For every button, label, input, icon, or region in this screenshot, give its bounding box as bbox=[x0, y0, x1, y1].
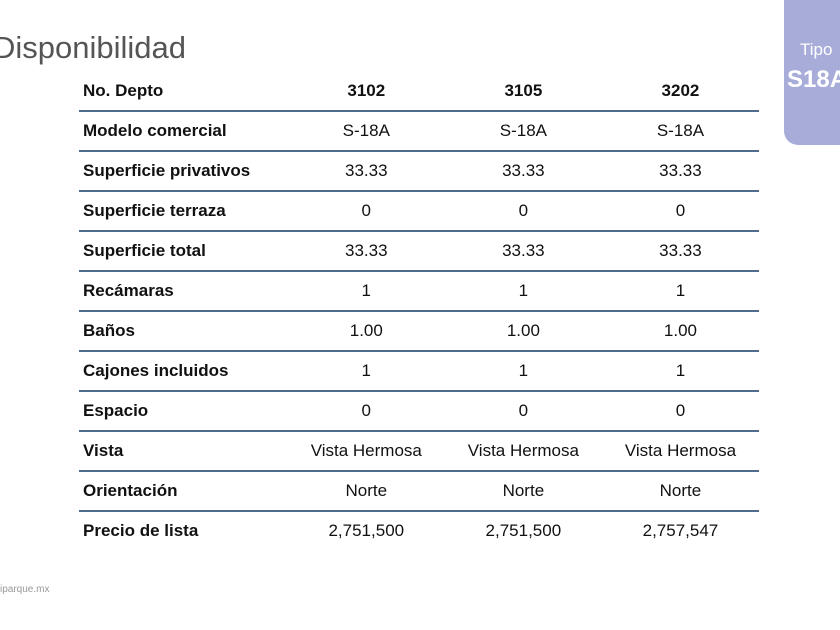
cell: 1 bbox=[444, 271, 602, 312]
row-label: Superficie total bbox=[79, 231, 288, 272]
cell: 33.33 bbox=[444, 231, 602, 272]
cell: 3202 bbox=[601, 72, 759, 112]
cell: S-18A bbox=[444, 111, 602, 152]
row-label: No. Depto bbox=[79, 72, 288, 112]
cell: 0 bbox=[287, 391, 445, 432]
cell: 1 bbox=[287, 351, 445, 392]
tab-label: Tipo bbox=[800, 40, 833, 59]
cell: 1.00 bbox=[601, 311, 759, 352]
cell: 0 bbox=[601, 191, 759, 232]
cell: 1 bbox=[444, 351, 602, 392]
cell: 1.00 bbox=[444, 311, 602, 352]
table-row: Recámaras 1 1 1 bbox=[79, 271, 759, 312]
cell: 3102 bbox=[287, 72, 445, 112]
table-row: Superficie privativos 33.33 33.33 33.33 bbox=[79, 151, 759, 192]
cell: Vista Hermosa bbox=[444, 431, 602, 472]
row-label: Precio de lista bbox=[83, 521, 199, 540]
table-row: No. Depto 3102 3105 3202 bbox=[79, 72, 759, 112]
row-label: Baños bbox=[79, 311, 288, 352]
cell: 33.33 bbox=[601, 151, 759, 192]
cell: 0 bbox=[287, 191, 445, 232]
cell: 3105 bbox=[444, 72, 602, 112]
table-row: Orientación Norte Norte Norte bbox=[79, 471, 759, 512]
cell: 1 bbox=[601, 271, 759, 312]
table-row: Baños 1.00 1.00 1.00 bbox=[79, 311, 759, 352]
cell: 1.00 bbox=[287, 311, 445, 352]
row-label: Cajones incluidos bbox=[79, 351, 288, 392]
row-label: Vista bbox=[79, 431, 288, 472]
cell: 2,751,500 bbox=[328, 521, 405, 540]
cell: 2,757,547 bbox=[642, 521, 719, 540]
row-label: Modelo comercial bbox=[79, 111, 288, 152]
row-label: Recámaras bbox=[79, 271, 288, 312]
tab-model: S18A bbox=[787, 66, 840, 93]
table-row: Superficie terraza 0 0 0 bbox=[79, 191, 759, 232]
cell: 1 bbox=[601, 351, 759, 392]
cell: 33.33 bbox=[444, 151, 602, 192]
table-row: Cajones incluidos 1 1 1 bbox=[79, 351, 759, 392]
cell: 0 bbox=[444, 191, 602, 232]
availability-table: No. Depto 3102 3105 3202 Modelo comercial S-1… bbox=[79, 72, 759, 550]
cell: Norte bbox=[287, 471, 445, 512]
cell: Norte bbox=[444, 471, 602, 512]
row-label: Espacio bbox=[79, 391, 288, 432]
table-row: Superficie total 33.33 33.33 33.33 bbox=[79, 231, 759, 272]
cell: S-18A bbox=[287, 111, 445, 152]
cell: 1 bbox=[287, 271, 445, 312]
table-row: Vista Vista Hermosa Vista Hermosa Vista Her… bbox=[79, 431, 759, 472]
type-tab bbox=[784, 0, 840, 145]
cell: 0 bbox=[444, 391, 602, 432]
footer: iparque.mx bbox=[0, 584, 50, 595]
row-label: Orientación bbox=[79, 471, 288, 512]
table-row: Modelo comercial S-18A S-18A S-18A bbox=[79, 111, 759, 152]
table-row: Espacio 0 0 0 bbox=[79, 391, 759, 432]
cell: Vista Hermosa bbox=[287, 431, 445, 472]
cell: 33.33 bbox=[601, 231, 759, 272]
cell: 33.33 bbox=[287, 151, 445, 192]
cell: Vista Hermosa bbox=[601, 431, 759, 472]
cell: 0 bbox=[601, 391, 759, 432]
cell: S-18A bbox=[601, 111, 759, 152]
table-row: Precio de lista 2,751,500 2,751,500 2,757,5… bbox=[79, 511, 759, 550]
cell: 2,751,500 bbox=[485, 521, 562, 540]
cell: Norte bbox=[601, 471, 759, 512]
title: Disponibilidad bbox=[0, 30, 187, 65]
cell: 33.33 bbox=[287, 231, 445, 272]
row-label: Superficie terraza bbox=[79, 191, 288, 232]
row-label: Superficie privativos bbox=[79, 151, 288, 192]
